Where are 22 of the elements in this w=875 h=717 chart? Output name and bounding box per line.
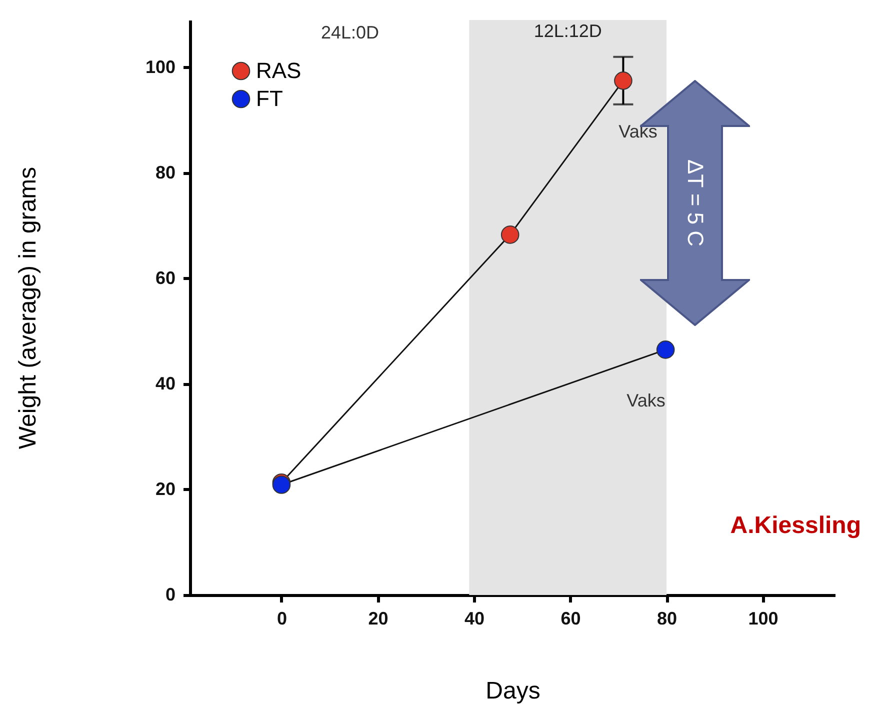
band-label: 12L:12D — [534, 21, 602, 41]
y-tick-label: 20 — [155, 478, 176, 499]
y-tick-label: 100 — [145, 56, 176, 77]
annotation: A.Kiessling — [730, 512, 861, 540]
x-tick-label: 20 — [368, 608, 388, 628]
x-tick-label: 0 — [276, 608, 287, 628]
x-tick-label: 60 — [560, 608, 581, 628]
annotation: ΔT = 5 C — [682, 159, 708, 247]
legend-label: FT — [256, 86, 283, 111]
y-tick-label: 0 — [165, 584, 176, 604]
y-tick-label: 60 — [155, 268, 176, 288]
legend-label: RAS — [256, 58, 302, 83]
x-tick-label: 40 — [464, 608, 485, 628]
annotation: 24L:0D — [320, 22, 380, 44]
annotation: Vaks — [618, 122, 658, 142]
annotation: Vaks — [626, 390, 666, 412]
y-tick-label: 40 — [155, 373, 176, 394]
y-axis-title: Weight (average) in grams — [14, 166, 42, 450]
x-axis-title: Days — [486, 678, 540, 704]
x-tick-label: 80 — [657, 608, 678, 628]
x-tick-label: 100 — [748, 608, 778, 628]
y-tick-label: 80 — [155, 162, 176, 182]
